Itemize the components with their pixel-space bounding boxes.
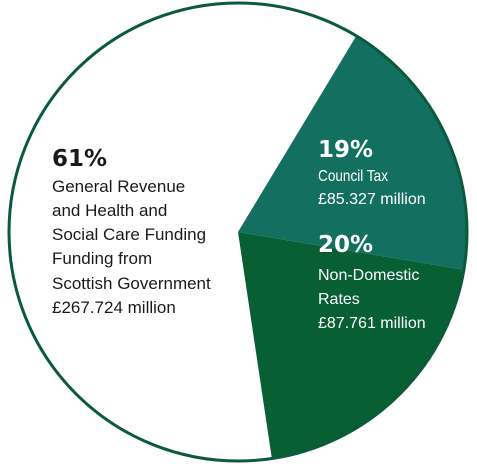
slice-value-label: £87.761 million	[318, 315, 426, 332]
pie-slice-non-domestic-rates	[238, 232, 464, 459]
slice-label-line: Non-Domestic	[318, 267, 419, 284]
slice-label-line: General Revenue	[52, 177, 185, 196]
slice-label-line: and Health and	[52, 201, 167, 220]
pie-outline	[7, 1, 469, 463]
slice-label-non-domestic-rates: 20% Non-Domestic Rates £87.761 million	[318, 232, 426, 332]
slice-label-line: Scottish Government	[52, 274, 211, 293]
slice-label-line: Council Tax	[318, 168, 388, 185]
slice-percent-label: 61%	[52, 146, 107, 172]
slice-value-label: £85.327 million	[318, 191, 426, 208]
pie-slices	[9, 2, 468, 461]
pie-slice-general-revenue	[9, 2, 357, 461]
slice-label-council-tax: 19% Council Tax £85.327 million	[318, 137, 426, 208]
slice-label-line: Social Care Funding	[52, 225, 206, 244]
slice-value-label: £267.724 million	[52, 298, 176, 317]
slice-percent-label: 20%	[318, 232, 373, 258]
slice-label-line: Funding from	[52, 249, 152, 268]
pie-slice-council-tax	[238, 35, 468, 270]
slice-percent-label: 19%	[318, 137, 373, 163]
slice-label-general-revenue: 61% General Revenue and Health and Socia…	[52, 146, 211, 317]
slice-label-line: Rates	[318, 291, 360, 308]
